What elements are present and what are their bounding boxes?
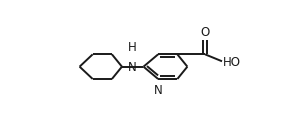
- Text: H: H: [128, 41, 136, 54]
- Text: N: N: [154, 84, 162, 97]
- Text: O: O: [201, 26, 210, 39]
- Text: HO: HO: [223, 56, 241, 69]
- Text: N: N: [128, 60, 136, 74]
